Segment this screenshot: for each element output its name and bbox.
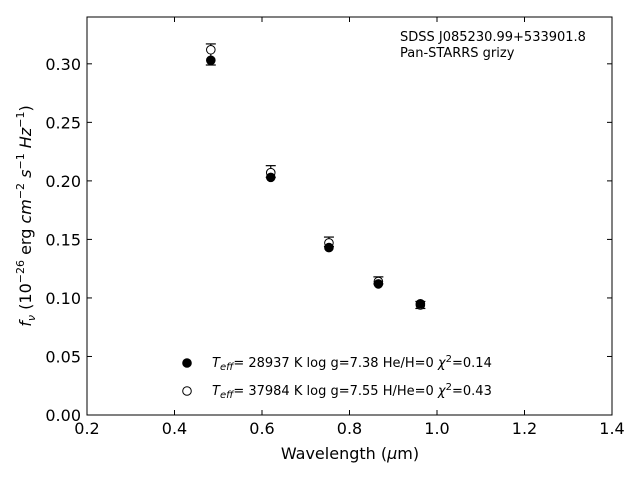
y-axis-ticks: 0.00 0.05 0.10 0.15 0.20 0.25 0.30 — [45, 55, 612, 425]
y-tick-label: 0.30 — [45, 55, 81, 74]
y-tick-label: 0.05 — [45, 347, 81, 366]
model-point-filled — [415, 298, 426, 309]
annotation-line-1: SDSS J085230.99+533901.8 — [400, 30, 586, 45]
legend-marker-open — [182, 386, 192, 396]
y-tick-label: 0.25 — [45, 113, 81, 132]
legend-entry-1: Teff= 28937 K log g=7.38 He/H=0 χ2=0.14 — [212, 354, 492, 373]
x-tick-label: 1.4 — [599, 419, 624, 438]
y-tick-label: 0.20 — [45, 172, 81, 191]
y-tick-label: 0.00 — [45, 406, 81, 425]
data-marks — [205, 43, 426, 310]
model-point-filled — [324, 242, 334, 253]
model-point-filled — [373, 279, 384, 289]
y-axis-label: fν (10−26 erg cm−2 s−1 Hz−1) — [14, 105, 38, 326]
model-point-open — [206, 44, 216, 55]
x-tick-label: 0.8 — [337, 419, 362, 438]
y-tick-label: 0.10 — [45, 289, 81, 308]
x-tick-label: 0.2 — [74, 419, 99, 438]
x-tick-label: 1.2 — [512, 419, 537, 438]
y-tick-label: 0.15 — [45, 230, 81, 249]
model-point-filled — [265, 172, 276, 183]
x-tick-label: 0.4 — [162, 419, 187, 438]
x-tick-label: 1.0 — [424, 419, 449, 438]
legend-entry-2: Teff= 37984 K log g=7.55 H/He=0 χ2=0.43 — [212, 382, 492, 401]
legend: Teff= 28937 K log g=7.38 He/H=0 χ2=0.14 … — [182, 354, 492, 401]
model-point-filled — [206, 55, 216, 66]
x-axis-ticks: 0.2 0.4 0.6 0.8 1.0 1.2 1.4 — [74, 17, 625, 438]
x-axis-label: Wavelength (μm) — [281, 444, 419, 463]
legend-marker-filled — [182, 358, 192, 368]
x-tick-label: 0.6 — [249, 419, 274, 438]
annotation-line-2: Pan-STARRS grizy — [400, 46, 515, 61]
